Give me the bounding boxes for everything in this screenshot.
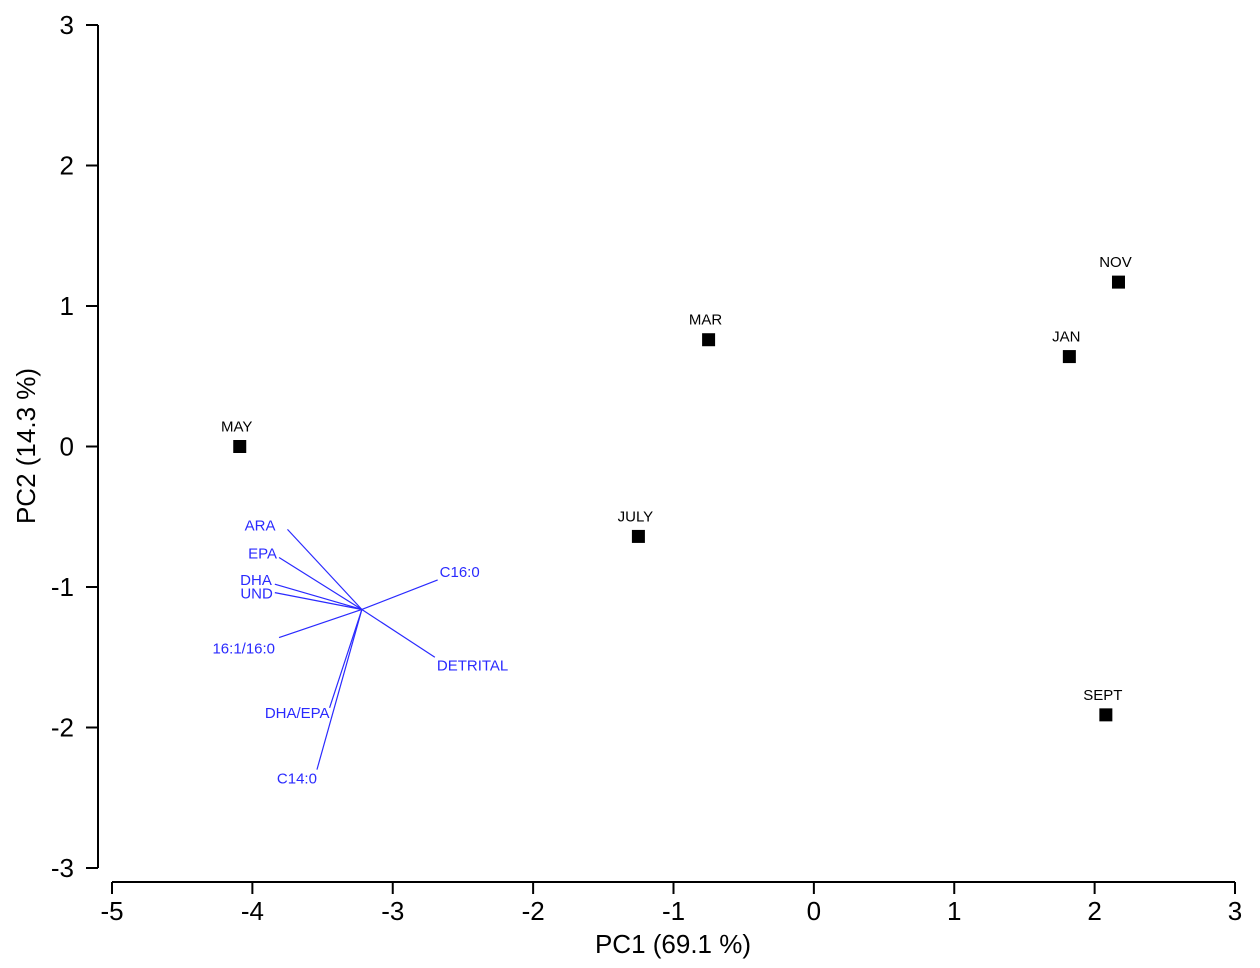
- x-tick-label: -5: [100, 896, 123, 926]
- loading-vector: [274, 592, 362, 611]
- y-tick-label: -3: [51, 853, 74, 883]
- score-point-label: MAY: [221, 419, 252, 436]
- score-point-label: SEPT: [1083, 687, 1122, 704]
- loading-vector-label: DETRITAL: [437, 657, 508, 674]
- loading-vector-label: C14:0: [277, 771, 317, 788]
- x-tick-label: -4: [241, 896, 264, 926]
- loading-vector: [361, 608, 436, 658]
- y-tick-label: 2: [60, 151, 74, 181]
- loading-vector: [278, 556, 363, 610]
- loading-vector: [361, 579, 438, 611]
- score-point: [1099, 708, 1113, 722]
- loading-vector-label: 16:1/16:0: [212, 641, 275, 658]
- loading-vector-label: UND: [240, 586, 273, 603]
- y-tick-label: 3: [60, 10, 74, 40]
- y-axis-ticks: 3 2 1 0 -1 -2 -3: [51, 10, 98, 883]
- score-point: [1111, 275, 1125, 289]
- y-tick-label: -2: [51, 713, 74, 743]
- x-axis-title: PC1 (69.1 %): [595, 929, 751, 959]
- score-point-label: NOV: [1099, 254, 1132, 271]
- x-tick-label: -3: [381, 896, 404, 926]
- score-point: [631, 529, 645, 543]
- loading-vector-label: DHA: [240, 572, 272, 589]
- loading-vector-label: ARA: [245, 517, 276, 534]
- score-point: [1062, 350, 1076, 364]
- loading-vector: [278, 608, 363, 639]
- loading-vector: [316, 609, 363, 770]
- loading-vector: [274, 583, 363, 611]
- score-point-label: MAR: [689, 312, 723, 329]
- loading-vector: [287, 528, 363, 610]
- score-points: MAY MAR JULY JAN NOV SEPT: [221, 254, 1132, 722]
- y-tick-label: -1: [51, 572, 74, 602]
- x-tick-label: 2: [1087, 896, 1101, 926]
- x-tick-label: 3: [1228, 896, 1242, 926]
- x-tick-label: -1: [662, 896, 685, 926]
- loading-vector-label: C16:0: [440, 564, 480, 581]
- x-tick-label: 0: [807, 896, 821, 926]
- y-axis-title: PC2 (14.3 %): [11, 368, 41, 524]
- score-point-label: JAN: [1052, 329, 1080, 346]
- x-tick-label: 1: [947, 896, 961, 926]
- loading-vector-label: DHA/EPA: [265, 705, 330, 722]
- loading-vector-label: EPA: [248, 545, 277, 562]
- score-point: [702, 333, 716, 347]
- x-tick-label: -2: [522, 896, 545, 926]
- y-tick-label: 0: [60, 432, 74, 462]
- loading-vector: [329, 609, 363, 709]
- score-point-label: JULY: [618, 508, 654, 525]
- y-tick-label: 1: [60, 291, 74, 321]
- x-axis-ticks: -5 -4 -3 -2 -1 0 1 2 3: [100, 882, 1242, 926]
- score-point: [233, 440, 247, 453]
